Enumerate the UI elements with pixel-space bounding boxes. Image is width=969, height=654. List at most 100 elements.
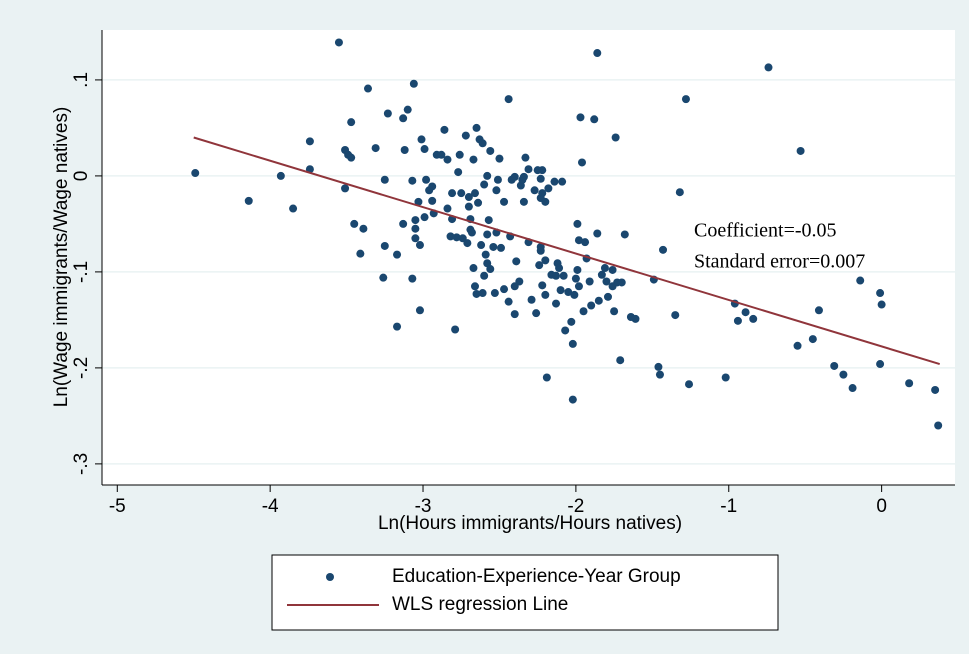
point xyxy=(631,314,640,323)
point xyxy=(289,204,298,213)
point xyxy=(561,326,570,335)
x-axis-label: Ln(Hours immigrants/Hours natives) xyxy=(378,513,682,534)
regression-line xyxy=(193,136,941,366)
point xyxy=(472,289,481,298)
point xyxy=(464,193,473,202)
point xyxy=(493,175,502,184)
point xyxy=(574,236,583,245)
legend-marker xyxy=(326,573,334,581)
point xyxy=(541,290,550,299)
point xyxy=(399,114,408,123)
point xyxy=(411,224,420,233)
point xyxy=(350,219,359,228)
x-tick-label: -1 xyxy=(720,496,737,517)
point xyxy=(830,361,839,370)
point xyxy=(793,341,802,350)
point xyxy=(477,241,486,250)
point xyxy=(472,123,481,132)
point xyxy=(602,277,611,286)
point xyxy=(276,171,285,180)
point xyxy=(564,288,573,297)
point xyxy=(379,273,388,282)
point xyxy=(655,370,664,379)
point xyxy=(420,213,429,222)
point xyxy=(764,63,773,72)
point xyxy=(393,322,402,331)
point xyxy=(512,257,521,266)
point xyxy=(443,155,452,164)
point xyxy=(380,175,389,184)
point xyxy=(550,177,559,186)
point xyxy=(347,153,356,162)
point xyxy=(452,233,461,242)
point xyxy=(814,306,823,315)
point xyxy=(931,385,940,394)
point xyxy=(244,196,253,205)
point xyxy=(457,189,466,198)
point xyxy=(611,133,620,142)
point xyxy=(428,196,437,205)
point xyxy=(486,265,495,274)
point xyxy=(492,186,501,195)
point xyxy=(574,282,583,291)
y-tick-label: -.2 xyxy=(71,357,92,379)
point xyxy=(519,197,528,206)
x-tick-label: 0 xyxy=(876,496,887,517)
point xyxy=(542,373,551,382)
point xyxy=(568,339,577,348)
x-tick-label: -2 xyxy=(567,496,584,517)
point xyxy=(905,379,914,388)
point xyxy=(380,241,389,250)
x-tick-label: -4 xyxy=(262,496,279,517)
point xyxy=(481,250,490,259)
point xyxy=(454,168,463,177)
point xyxy=(483,171,492,180)
point xyxy=(464,202,473,211)
plot-area xyxy=(102,30,955,485)
point xyxy=(363,84,372,93)
point xyxy=(510,172,519,181)
annotation: Coefficient=-0.05 xyxy=(694,220,837,242)
point xyxy=(393,250,402,259)
point xyxy=(808,335,817,344)
point xyxy=(440,125,449,134)
point xyxy=(594,296,603,305)
legend-label: Education-Experience-Year Group xyxy=(392,566,681,587)
point xyxy=(556,286,565,295)
y-tick-label: -.3 xyxy=(71,453,92,475)
point xyxy=(839,370,848,379)
point xyxy=(585,277,594,286)
point xyxy=(796,146,805,155)
point xyxy=(876,289,885,298)
point xyxy=(877,300,886,309)
point xyxy=(848,384,857,393)
point xyxy=(356,249,365,258)
point xyxy=(461,131,470,140)
point xyxy=(721,373,730,382)
legend xyxy=(271,554,779,631)
point xyxy=(467,228,476,237)
point xyxy=(541,197,550,206)
point xyxy=(544,184,553,193)
point xyxy=(486,146,495,155)
point xyxy=(568,395,577,404)
point xyxy=(579,307,588,316)
point xyxy=(733,316,742,325)
point xyxy=(191,169,200,178)
point xyxy=(341,184,350,193)
point xyxy=(446,232,455,241)
point xyxy=(305,137,314,146)
point xyxy=(478,289,487,298)
point xyxy=(448,189,457,198)
point xyxy=(616,356,625,365)
point xyxy=(495,154,504,163)
point xyxy=(659,245,668,254)
point xyxy=(590,115,599,124)
point xyxy=(437,150,446,159)
point xyxy=(500,197,509,206)
point xyxy=(555,264,564,273)
point xyxy=(741,308,750,317)
point xyxy=(603,292,612,301)
point xyxy=(474,198,483,207)
